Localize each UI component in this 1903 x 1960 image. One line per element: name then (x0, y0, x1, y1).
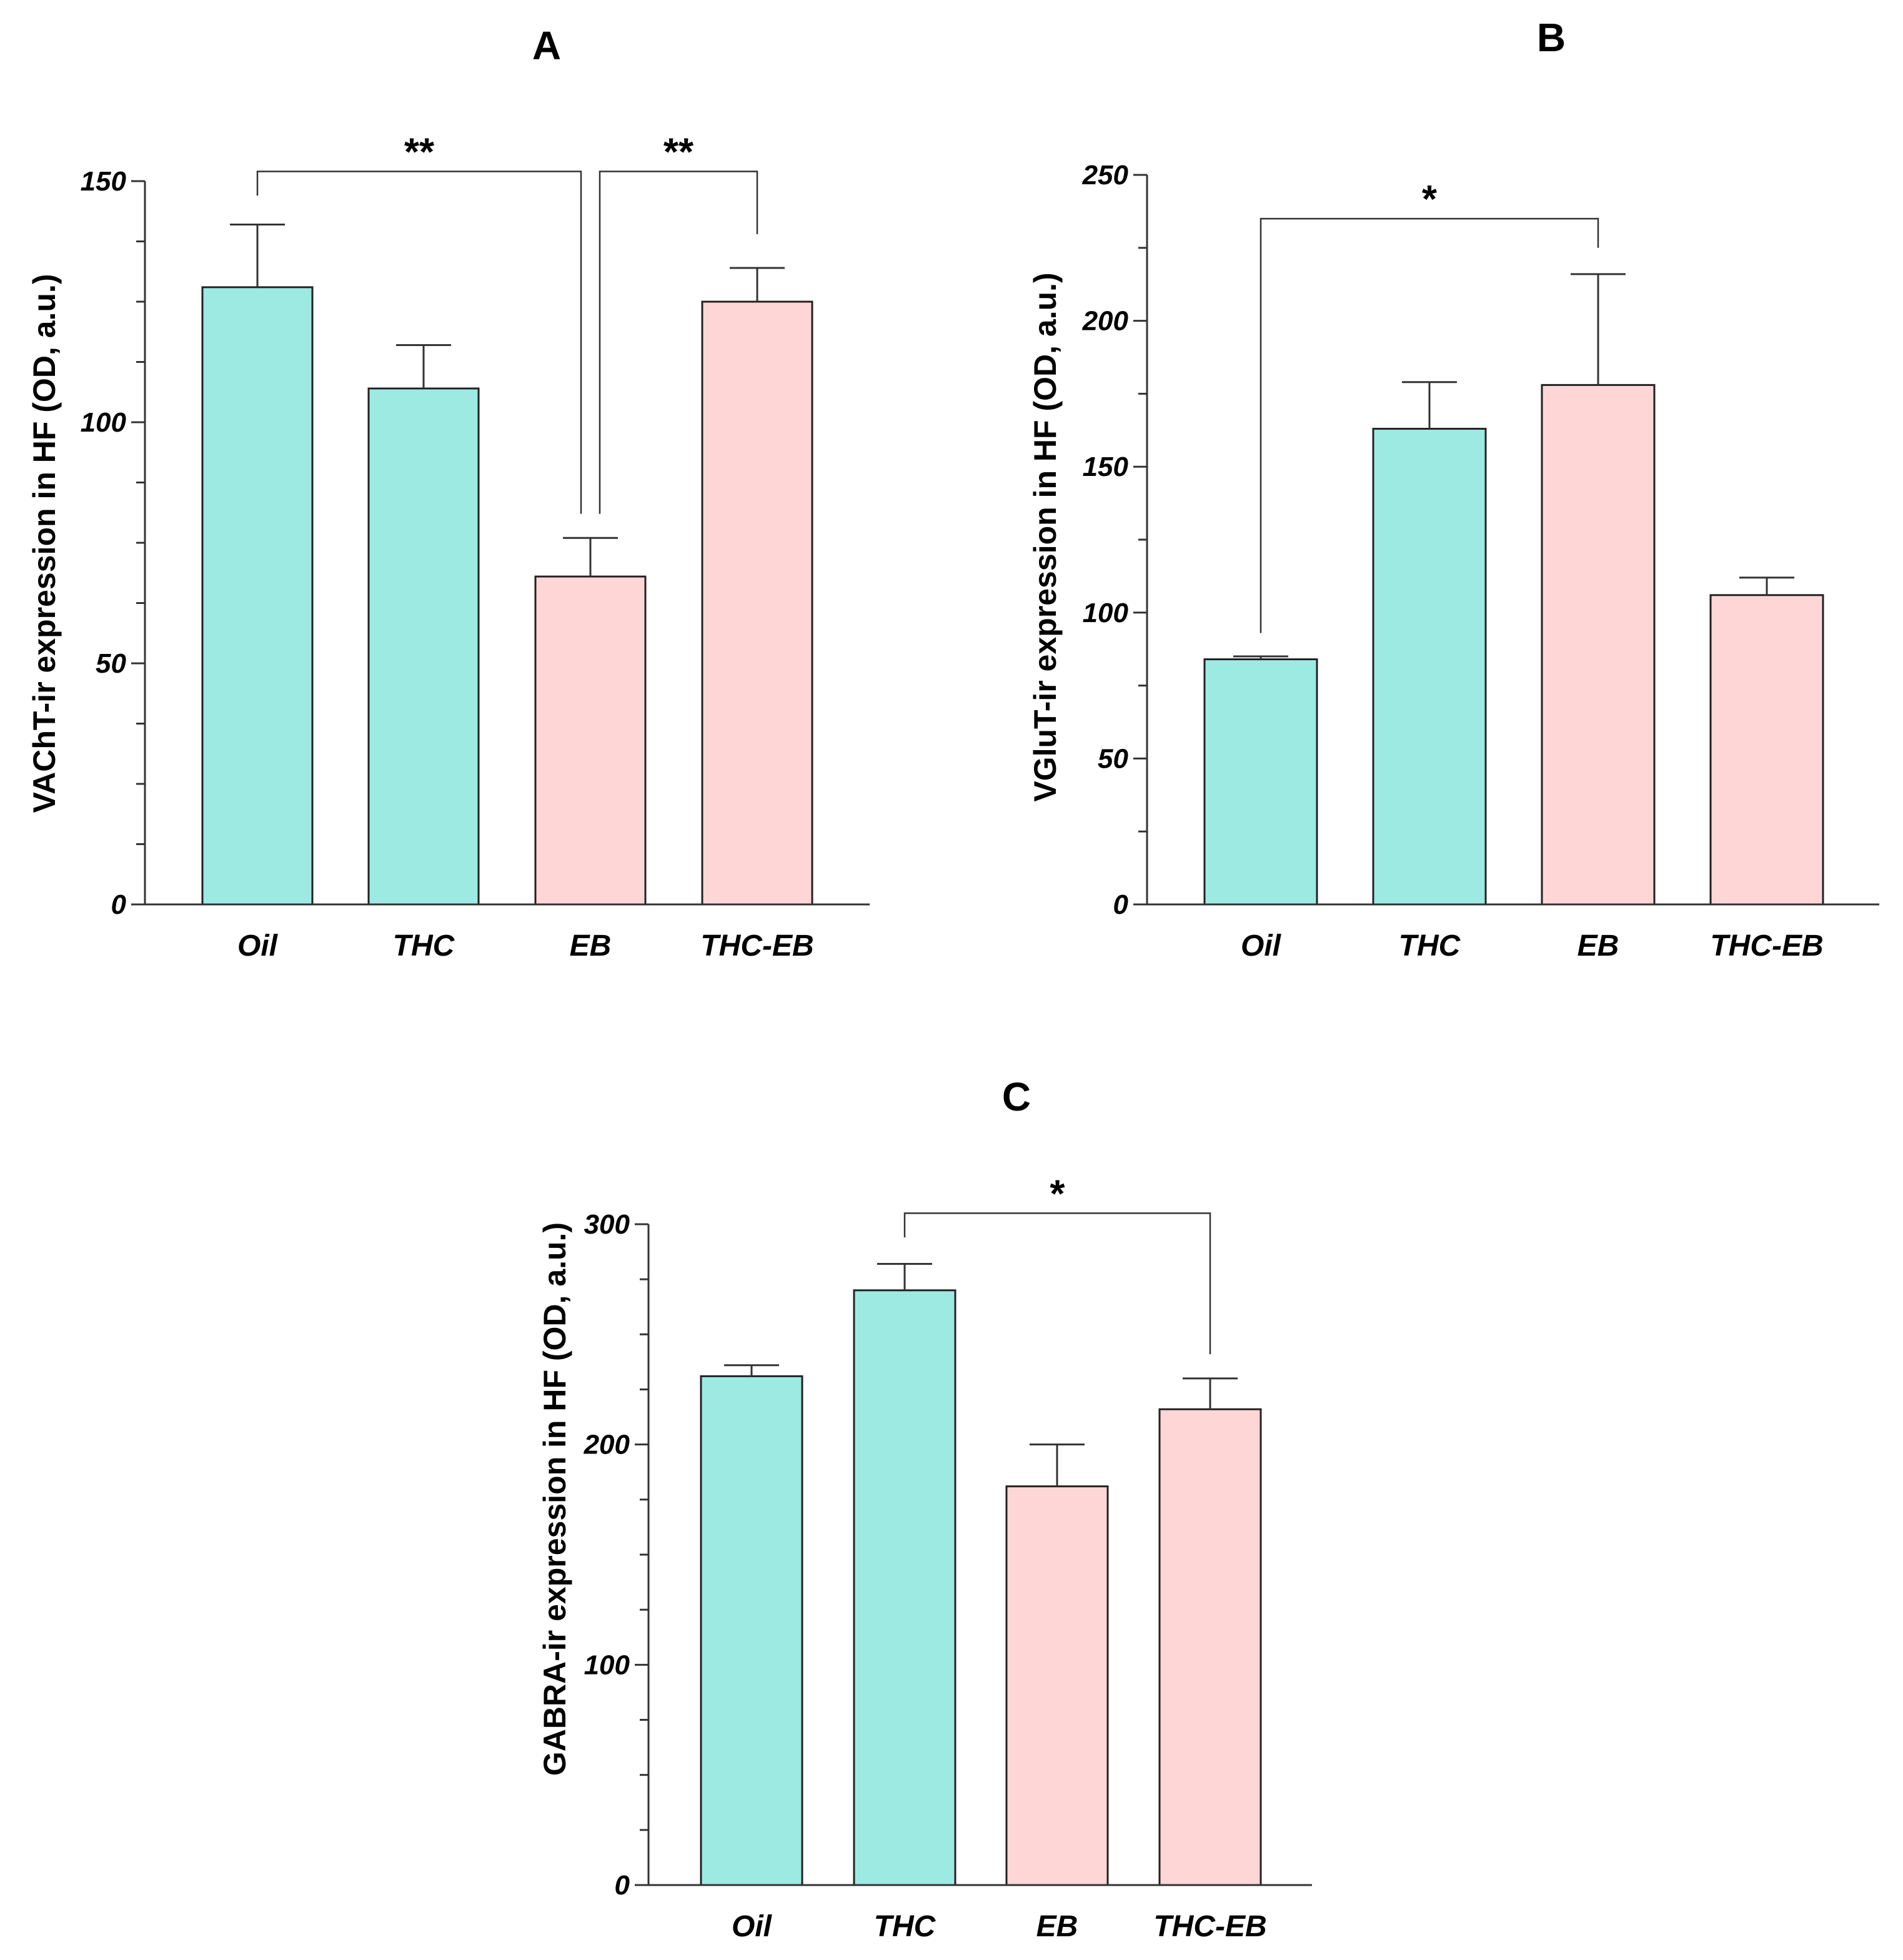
panel-a-y-tick-label: 50 (96, 648, 126, 679)
panel-c-x-tick-label: EB (1036, 1910, 1078, 1943)
panel-b-bar-eb (1541, 384, 1656, 906)
panel-a-y-tick-label: 150 (81, 166, 127, 197)
panel-b-y-tick-label: 200 (1082, 306, 1129, 337)
panel-c-bar-oil (700, 1375, 803, 1886)
panel-b-x-tick-label: EB (1578, 929, 1619, 963)
panel-c-significance-bracket (903, 1212, 1211, 1355)
panel-c-y-tick-label: 200 (584, 1430, 630, 1460)
panel-c: C GABRA-ir expression in HF (OD, a.u.) O… (537, 1074, 1312, 1943)
panel-a-y-tick-label: 100 (81, 407, 127, 438)
panel-a-significance-label: ** (663, 131, 694, 174)
panel-c-y-tick-label: 100 (584, 1650, 630, 1680)
panel-a-y-axis-label: VAChT-ir expression in HF (OD, a.u.) (27, 274, 62, 813)
panel-b-y-tick-label: 100 (1083, 598, 1129, 628)
panel-a-x-tick-label: THC (393, 929, 455, 963)
panel-b-plot: Oil THC EB THC-EB 0 50 100 150 200 250 * (1082, 160, 1879, 963)
panel-b-x-tick-label: Oil (1241, 929, 1282, 963)
panel-b-significance-bracket (1260, 217, 1599, 633)
panel-c-x-tick-label: Oil (732, 1910, 773, 1943)
panel-a-y-tick-label: 0 (111, 889, 127, 920)
panel-a-x-tick-label: Oil (237, 929, 279, 963)
panel-b-bar-oil (1203, 658, 1318, 906)
panel-c-bar-thc (853, 1289, 956, 1886)
panel-b-title: B (1537, 15, 1566, 60)
panel-c-plot: Oil THC EB THC-EB 0 100 200 300 * (584, 1172, 1312, 1943)
panel-b-significance-label: * (1422, 178, 1438, 221)
panel-a-bar-oil (201, 286, 314, 906)
panel-c-y-axis-label: GABRA-ir expression in HF (OD, a.u.) (537, 1222, 572, 1776)
panel-b-y-tick-label: 150 (1083, 452, 1129, 482)
panel-c-title: C (1002, 1074, 1031, 1119)
panel-a: A VAChT-ir expression in HF (OD, a.u.) O… (27, 23, 870, 963)
panel-b-x-tick-label: THC-EB (1710, 929, 1823, 963)
panel-c-x-tick-label: THC (874, 1910, 937, 1943)
panel-b-x-tick-label: THC (1399, 929, 1461, 963)
panel-b-y-tick-label: 250 (1082, 160, 1129, 191)
panel-a-bar-eb (534, 575, 647, 906)
panel-c-bar-thc-eb (1158, 1408, 1262, 1886)
panel-c-x-tick-label: THC-EB (1153, 1910, 1266, 1943)
panel-b: B VGluT-ir expression in HF (OD, a.u.) O… (1028, 15, 1879, 963)
panel-a-bar-thc (367, 387, 480, 906)
panel-c-bar-eb (1005, 1485, 1109, 1886)
panel-a-x-tick-label: THC-EB (700, 929, 813, 963)
panel-a-x-tick-label: EB (570, 929, 612, 963)
panel-a-title: A (532, 23, 561, 68)
panel-a-significance-bracket (599, 171, 758, 514)
panel-c-significance-label: * (1050, 1172, 1065, 1215)
panel-b-bar-thc-eb (1709, 594, 1824, 906)
panel-b-y-axis-label: VGluT-ir expression in HF (OD, a.u.) (1028, 272, 1063, 801)
panel-a-bar-thc-eb (701, 300, 813, 906)
panel-c-y-tick-label: 300 (584, 1209, 630, 1240)
panel-b-y-tick-label: 50 (1098, 743, 1128, 774)
panel-b-bar-thc (1372, 427, 1487, 906)
panel-a-plot: Oil THC EB THC-EB 0 50 100 150 ** ** (81, 131, 870, 963)
panel-a-significance-label: ** (404, 131, 435, 174)
panel-a-significance-bracket (256, 171, 582, 514)
panel-b-y-tick-label: 0 (1113, 889, 1129, 920)
panel-c-y-tick-label: 0 (615, 1870, 630, 1901)
